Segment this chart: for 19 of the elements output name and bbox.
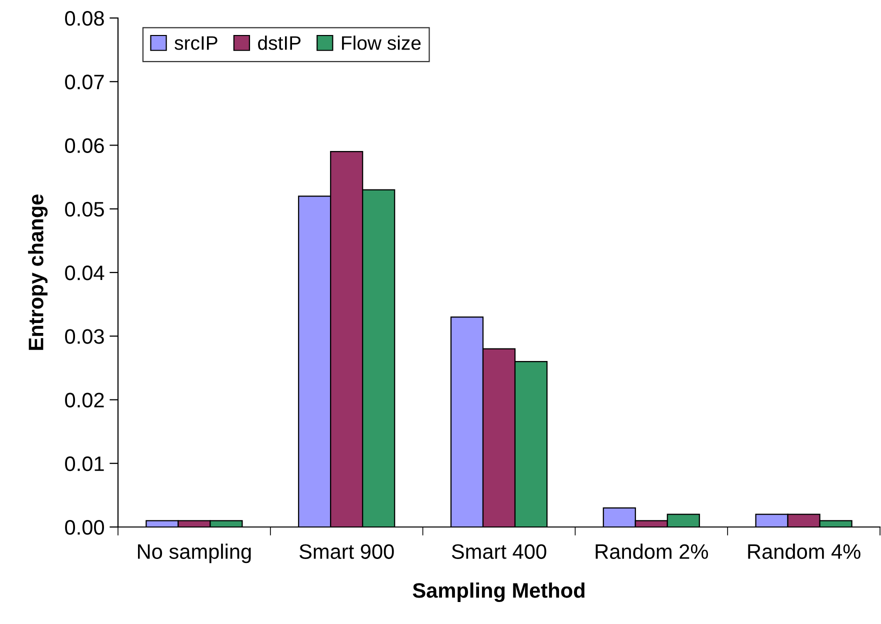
x-axis-title: Sampling Method — [412, 582, 584, 602]
y-tick-label: 0.07 — [65, 74, 104, 90]
y-tick-label: 0.06 — [65, 138, 104, 154]
y-tick-label: 0.04 — [65, 266, 104, 280]
legend-label: Flow size — [342, 36, 421, 50]
x-tick-label: No sampling — [138, 544, 251, 564]
y-tick-label: 0.08 — [65, 11, 104, 26]
y-tick-label: 0.03 — [65, 329, 104, 344]
x-tick-label: Random 4% — [748, 544, 860, 559]
y-tick-label: 0.01 — [65, 456, 104, 472]
y-axis-title: Entropy change — [28, 194, 48, 350]
legend-label: dstIP — [258, 36, 301, 50]
y-tick-label: 0.05 — [65, 202, 104, 217]
y-tick-label: 0.02 — [65, 392, 104, 408]
x-tick-label: Smart 900 — [299, 544, 394, 559]
x-tick-label: Smart 400 — [452, 544, 546, 559]
x-tick-label: Random 2% — [596, 544, 708, 559]
y-tick-label: 0.00 — [65, 520, 104, 535]
legend-label: srcIP — [174, 36, 218, 50]
